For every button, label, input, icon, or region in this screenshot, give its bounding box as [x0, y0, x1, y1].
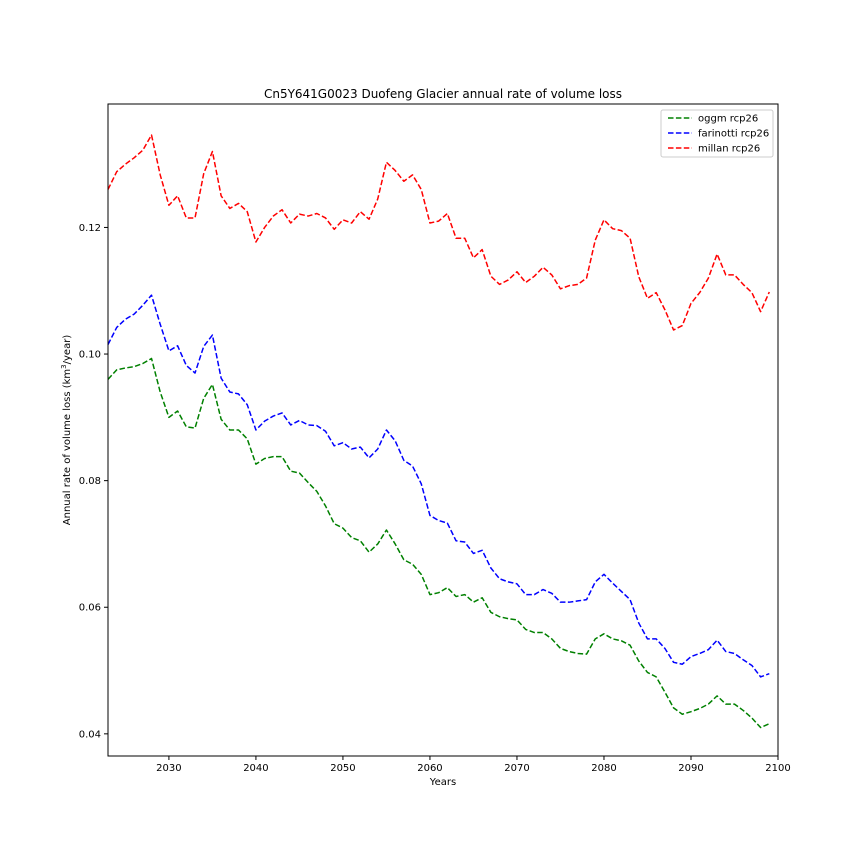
legend-label-millan-rcp26: millan rcp26 [698, 144, 760, 155]
y-tick-label: 0.06 [79, 603, 101, 614]
x-axis-label: Years [429, 777, 456, 788]
legend-label-oggm-rcp26: oggm rcp26 [698, 114, 758, 125]
y-axis-label-superscript: 3 [60, 364, 68, 368]
x-tick-label: 2030 [156, 763, 181, 774]
x-tick-label: 2090 [678, 763, 703, 774]
legend: oggm rcp26 farinotti rcp26 millan rcp26 [660, 109, 774, 158]
x-tick-label: 2080 [591, 763, 616, 774]
y-axis: 0.04 0.06 0.08 0.10 0.12 [79, 223, 108, 740]
x-tick-label: 2060 [417, 763, 442, 774]
series-layer [107, 134, 770, 729]
series-line-millan-rcp26 [107, 134, 770, 331]
y-axis-label: Annual rate of volume loss (km3/year) [60, 335, 73, 526]
y-tick-label: 0.04 [79, 729, 101, 740]
x-tick-label: 2040 [243, 763, 268, 774]
chart-title: Cn5Y641G0023 Duofeng Glacier annual rate… [264, 87, 622, 101]
y-axis-label-suffix: /year) [62, 335, 73, 365]
series-line-oggm-rcp26 [107, 357, 770, 729]
legend-label-farinotti-rcp26: farinotti rcp26 [698, 129, 769, 140]
y-tick-label: 0.12 [79, 223, 101, 234]
x-tick-label: 2050 [330, 763, 355, 774]
x-tick-label: 2100 [765, 763, 790, 774]
plot-frame [107, 103, 779, 757]
x-axis: 2030 2040 2050 2060 2070 2080 2090 2100 [156, 756, 791, 774]
y-tick-label: 0.10 [79, 350, 101, 361]
x-tick-label: 2070 [504, 763, 529, 774]
series-line-farinotti-rcp26 [107, 294, 770, 678]
legend-box [660, 109, 774, 158]
y-tick-label: 0.08 [79, 476, 101, 487]
y-axis-label-prefix: Annual rate of volume loss (km [62, 369, 73, 525]
